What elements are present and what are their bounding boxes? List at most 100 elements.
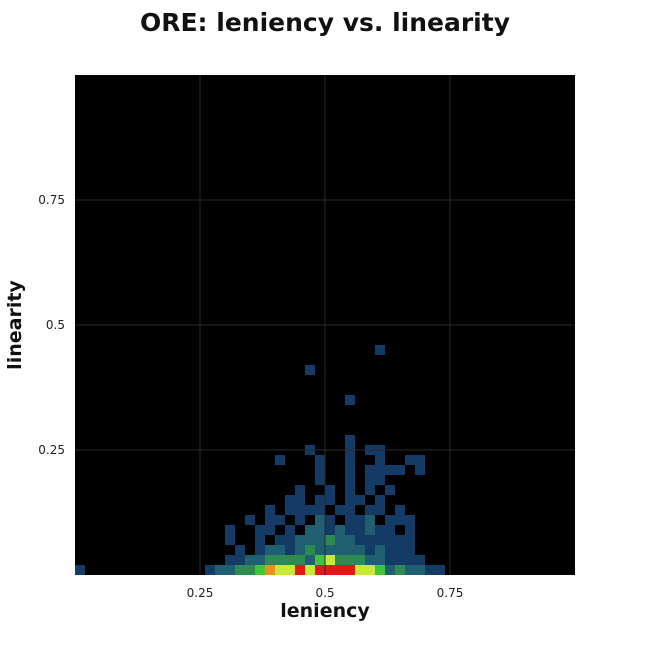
heatmap-cell [345,515,355,525]
heatmap-cell [415,555,425,565]
heatmap-cell [385,465,395,475]
heatmap-cell [385,555,395,565]
heatmap-cell [365,545,375,555]
heatmap-cell [305,545,315,555]
heatmap-cell [345,545,355,555]
heatmap-cell [335,545,345,555]
heatmap-cell [315,475,325,485]
heatmap-cell [355,555,365,565]
heatmap-cell [305,535,315,545]
heatmap-cell [265,525,275,535]
heatmap-cell [365,465,375,475]
heatmap-cell [345,465,355,475]
heatmap-cell [345,495,355,505]
heatmap-cell [365,485,375,495]
heatmap-cell [325,485,335,495]
axis-ticks: 0.25 0.5 0.75 0.25 0.5 0.75 [38,193,463,600]
heatmap-cell [205,565,215,575]
heatmap-cell [345,535,355,545]
heatmap-cell [235,565,245,575]
heatmap-cell [295,565,305,575]
heatmap-cell [345,455,355,465]
heatmap-cell [395,535,405,545]
heatmap-cell [275,515,285,525]
heatmap-cell [285,505,295,515]
heatmap-cell [245,555,255,565]
heatmap-cell [415,455,425,465]
heatmap-cell [315,505,325,515]
heatmap-cell [325,535,335,545]
heatmap-cell [315,455,325,465]
heatmap-cell [295,485,305,495]
heatmap-cell [305,555,315,565]
heatmap-cell [355,535,365,545]
heatmap-cell [305,505,315,515]
heatmap-cell [395,545,405,555]
heatmap-cell [405,515,415,525]
heatmap-cell [345,555,355,565]
heatmap-cell [365,525,375,535]
x-tick-label: 0.25 [187,586,214,600]
heatmap-cell [355,525,365,535]
heatmap-cell [315,535,325,545]
heatmap-cell [365,565,375,575]
heatmap-cell [395,565,405,575]
heatmap-cell [395,555,405,565]
heatmap-cell [385,545,395,555]
heatmap-cell [275,455,285,465]
heatmap-cell [385,515,395,525]
heatmap-cell [335,565,345,575]
heatmap-cell [385,565,395,575]
heatmap-cell [325,565,335,575]
grid-lines [75,75,575,575]
heatmap-cell [395,515,405,525]
heatmap-cell [405,535,415,545]
y-tick-label: 0.5 [46,318,65,332]
heatmap-cell [295,535,305,545]
heatmap-cell [285,495,295,505]
heatmap-cell [335,555,345,565]
heatmap-cell [405,565,415,575]
heatmap-cell [345,435,355,445]
heatmap-cell [325,495,335,505]
heatmap-cell [335,525,345,535]
heatmap-cell [255,565,265,575]
heatmap-cell [315,525,325,535]
heatmap-cell [325,525,335,535]
heatmap-cell [375,545,385,555]
heatmap-cell [395,505,405,515]
heatmap-cell [275,565,285,575]
heatmap-cell [435,565,445,575]
heatmap-cell [375,455,385,465]
heatmap-cell [265,505,275,515]
heatmap-cell [345,395,355,405]
heatmap-cell [295,555,305,565]
heatmap-cell [265,565,275,575]
heatmap-cell [415,465,425,475]
heatmap-cell [375,505,385,515]
x-tick-label: 0.5 [315,586,334,600]
heatmap-cell [215,565,225,575]
heatmap-cell [325,545,335,555]
heatmap-cell [245,565,255,575]
heatmap-cell [355,565,365,575]
heatmap-cell [355,515,365,525]
heatmap-cell [295,515,305,525]
heatmap-cell [385,525,395,535]
heatmap-cell [405,555,415,565]
heatmap-cell [365,515,375,525]
heatmap-cell [315,515,325,525]
heatmap-cell [255,535,265,545]
heatmap-cell [225,535,235,545]
heatmap-cell [385,535,395,545]
heatmap-cell [285,545,295,555]
heatmap-cell [265,555,275,565]
heatmap-cells [75,345,445,575]
heatmap-cell [265,545,275,555]
x-tick-label: 0.75 [437,586,464,600]
heatmap-cell [295,505,305,515]
heatmap-cell [315,495,325,505]
heatmap-cell [305,565,315,575]
heatmap-cell [225,565,235,575]
